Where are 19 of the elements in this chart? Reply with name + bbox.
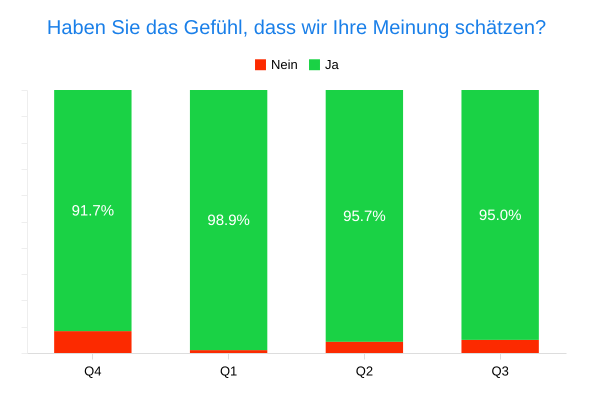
legend-label: Nein	[271, 56, 298, 72]
x-tick-label: Q4	[84, 364, 102, 378]
bar	[190, 90, 268, 350]
bar	[326, 90, 404, 342]
bar	[326, 342, 404, 353]
x-tick-label: Q1	[220, 364, 238, 378]
bar	[461, 90, 539, 340]
data-label: 95.0%	[478, 206, 522, 224]
data-label: 91.7%	[72, 202, 114, 220]
bar	[54, 90, 132, 332]
x-tick-label: Q2	[356, 364, 374, 378]
data-label: 95.7%	[343, 208, 386, 225]
data-label: 98.9%	[207, 212, 250, 230]
bar	[461, 340, 539, 353]
x-tick-label: Q3	[491, 364, 509, 378]
legend-label: Ja	[325, 56, 340, 72]
bar	[54, 331, 132, 353]
bar	[190, 350, 268, 353]
chart-title: Haben Sie das Gefühl, dass wir Ihre Meinung schätzen?	[46, 17, 546, 39]
